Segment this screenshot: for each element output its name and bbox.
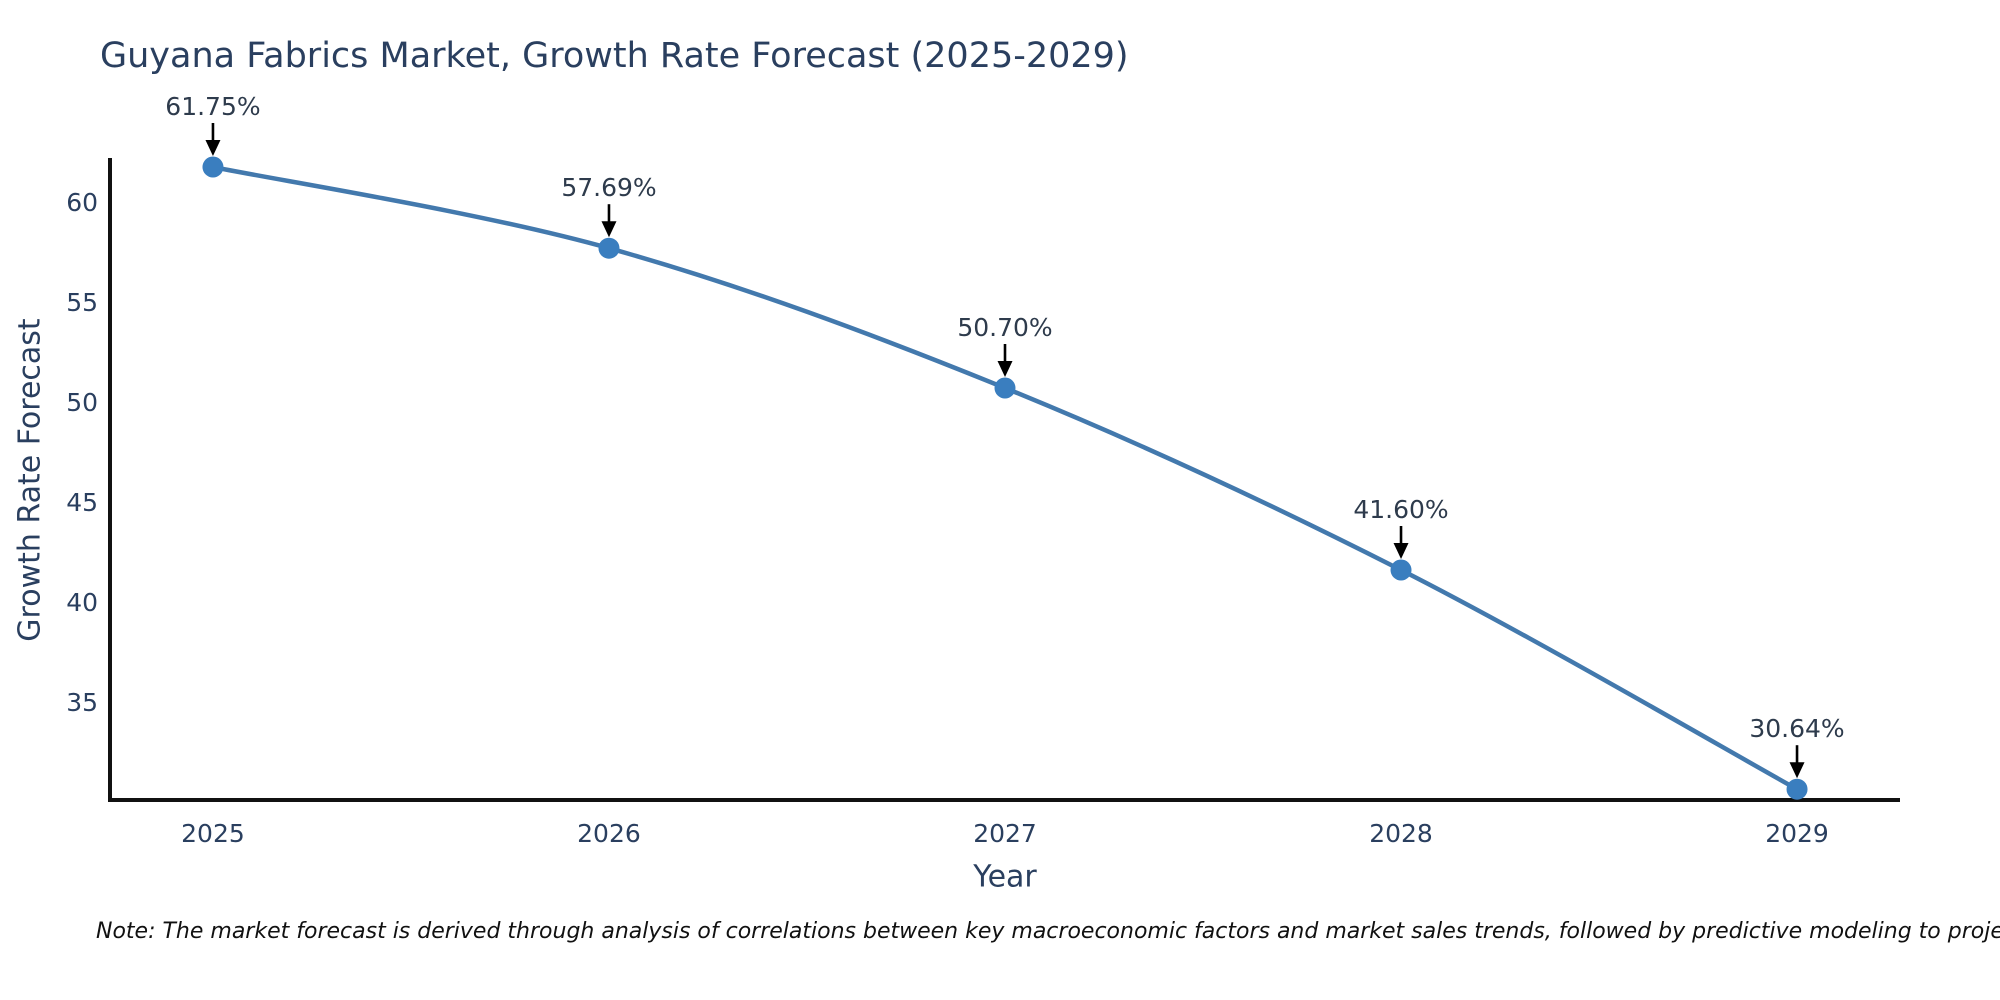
- data-point-marker: [598, 237, 620, 259]
- series-line: [212, 164, 1799, 792]
- x-tick-label: 2026: [577, 819, 641, 848]
- data-point-marker: [202, 156, 224, 178]
- y-tick-label: 60: [66, 188, 98, 217]
- data-point-label: 30.64%: [1749, 714, 1844, 743]
- annotation-arrowhead-icon: [1393, 543, 1409, 559]
- y-tick-label: 50: [66, 388, 98, 417]
- x-tick-label: 2029: [1765, 819, 1829, 848]
- y-tick-label: 40: [66, 588, 98, 617]
- y-tick-label: 55: [66, 288, 98, 317]
- x-axis-title: Year: [973, 859, 1037, 895]
- y-axis-title: Growth Rate Forecast: [12, 318, 48, 642]
- data-point-label: 50.70%: [957, 313, 1052, 342]
- data-point-marker: [994, 377, 1016, 399]
- x-tick-label: 2028: [1369, 819, 1433, 848]
- annotation-arrowhead-icon: [601, 221, 617, 238]
- x-tick-label: 2025: [181, 819, 245, 848]
- x-tick-label: 2027: [973, 819, 1037, 848]
- annotation-arrowhead-icon: [205, 140, 221, 156]
- annotation-arrowhead-icon: [997, 361, 1013, 377]
- chart-title: Guyana Fabrics Market, Growth Rate Forec…: [100, 36, 1129, 76]
- annotation-arrowhead-icon: [1789, 762, 1805, 779]
- y-tick-label: 35: [66, 688, 98, 717]
- data-point-marker: [1786, 778, 1808, 800]
- y-tick-label: 45: [66, 488, 98, 517]
- data-point-label: 41.60%: [1353, 495, 1448, 524]
- data-point-marker: [1390, 559, 1412, 581]
- data-point-label: 57.69%: [561, 173, 656, 202]
- data-point-label: 61.75%: [165, 92, 260, 121]
- footnote: Note: The market forecast is derived thr…: [96, 919, 2000, 944]
